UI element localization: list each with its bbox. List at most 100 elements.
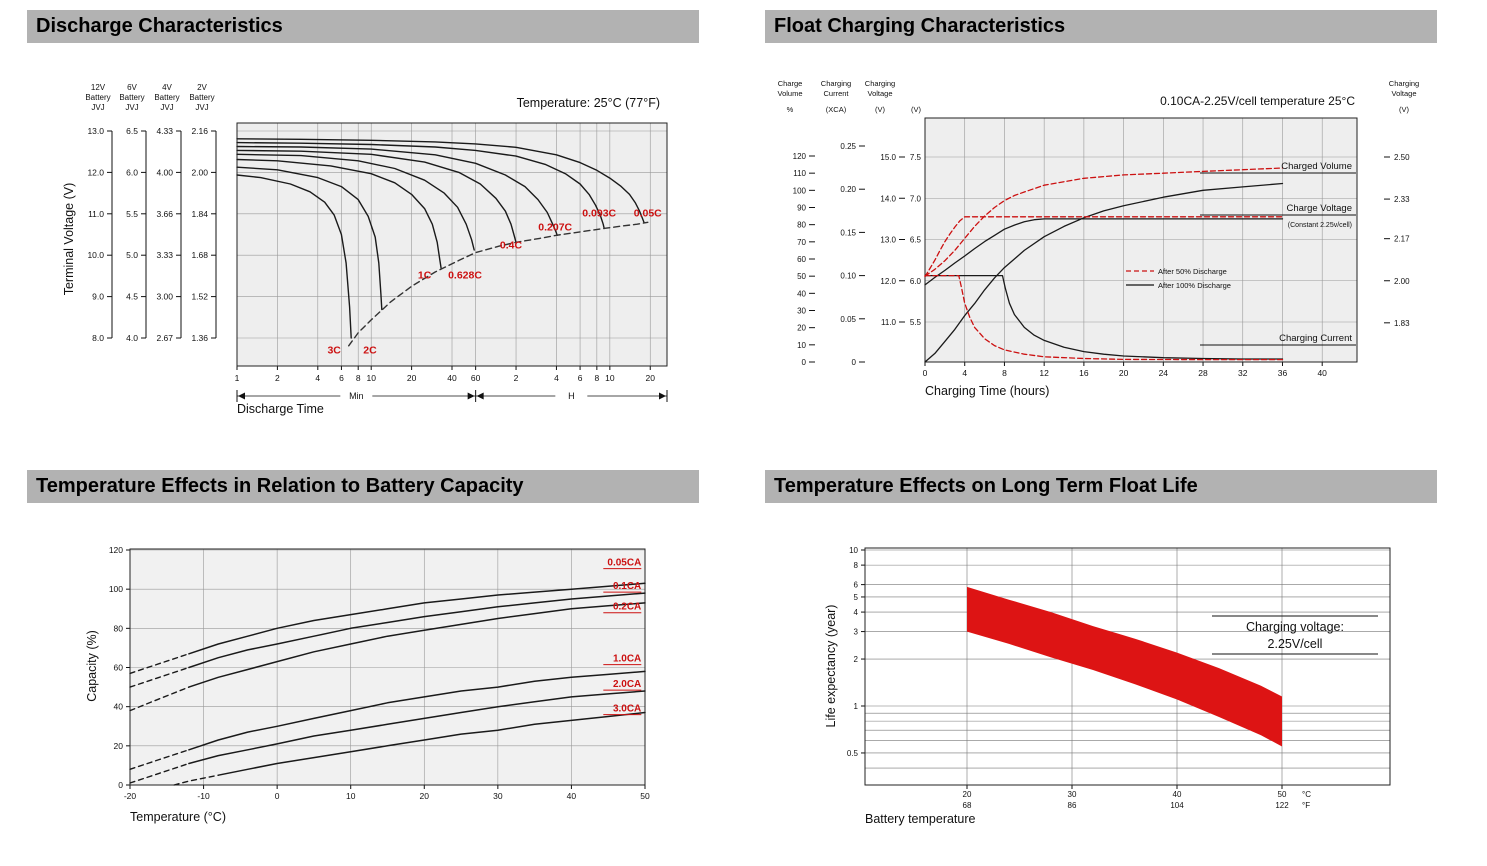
- x-tick-label: 10: [346, 791, 356, 801]
- x-tick-label-celsius: 30: [1068, 790, 1077, 799]
- curve-label-0.2CA: 0.2CA: [613, 602, 641, 613]
- axis-header: Current: [823, 89, 849, 98]
- series-3.0CA: [217, 711, 646, 776]
- right-axis-tick-label: 2.00: [1394, 277, 1410, 286]
- arrowhead-icon: [476, 392, 484, 400]
- voltage12-tick-label: 12.0: [880, 277, 896, 286]
- x-tick-label: 4: [962, 368, 967, 378]
- panel-title-float-charging-characteristics: Float Charging Characteristics: [765, 10, 1437, 43]
- curve-label: Charge Voltage: [1287, 203, 1353, 214]
- y-tick-label: 60: [114, 663, 124, 673]
- x-tick-label: 24: [1159, 368, 1169, 378]
- curve-label-3.0CA: 3.0CA: [613, 704, 641, 715]
- x-tick-label: 8: [356, 373, 361, 383]
- voltage12-tick-label: 11.0: [881, 318, 897, 327]
- series-0.2CA-dashed: [129, 686, 190, 712]
- volume-tick-label: 70: [797, 238, 806, 247]
- panel-title-temperature-effects-capacity: Temperature Effects in Relation to Batte…: [27, 470, 699, 503]
- charging-voltage-annotation-line2: 2.25V/cell: [1268, 637, 1323, 651]
- voltage-scale-header: 2V: [197, 83, 207, 92]
- curve-label-1C: 1C: [418, 269, 432, 281]
- x-tick-label: 40: [1317, 368, 1327, 378]
- series-0.05C: [236, 138, 645, 224]
- voltage-scale-header: 6V: [127, 83, 137, 92]
- voltage-scale-header: JVJ: [195, 103, 208, 112]
- x-tick-label-fahrenheit: 86: [1068, 801, 1077, 810]
- y-tick-label: 20: [114, 741, 124, 751]
- x-tick-label: 0: [275, 791, 280, 801]
- x-tick-label: 50: [640, 791, 650, 801]
- y-tick-label: 5: [854, 593, 859, 602]
- voltage-scale-tick-label: 8.0: [92, 333, 104, 343]
- span-label-bg: [340, 390, 373, 402]
- life-expectancy-band: [967, 586, 1282, 747]
- x-tick-label-fahrenheit: 122: [1275, 801, 1289, 810]
- float-plot-border: [924, 117, 1358, 363]
- voltage-scale-header: JVJ: [91, 103, 104, 112]
- series-1C: [236, 158, 442, 269]
- y-tick-label: 120: [109, 545, 123, 555]
- series-2.0CA-dashed: [129, 762, 190, 784]
- right-axis-tick-label: 2.50: [1394, 153, 1410, 162]
- axis-header: Charging: [821, 79, 851, 88]
- curve-label-0.05C: 0.05C: [634, 207, 662, 219]
- voltage-scale-tick-label: 9.0: [92, 292, 104, 302]
- x-tick-label: -20: [124, 791, 137, 801]
- series-charging-current-50: [924, 274, 1284, 361]
- time-unit-label: Min: [349, 391, 364, 401]
- discharge-x-axis-title: Discharge Time: [237, 402, 324, 416]
- voltage-scale-header: 4V: [162, 83, 172, 92]
- series-0.2CA: [188, 602, 646, 688]
- y-tick-label: 40: [114, 702, 124, 712]
- x-tick-label: 20: [1119, 368, 1129, 378]
- voltage-scale-tick-label: 5.5: [126, 209, 138, 219]
- current-tick-label: 0.15: [840, 228, 856, 237]
- x-tick-label: 16: [1079, 368, 1089, 378]
- x-tick-label: 6: [339, 373, 344, 383]
- voltage-scale-tick-label: 2.67: [156, 333, 173, 343]
- x-tick-label: 20: [420, 791, 430, 801]
- right-axis-tick-label: 1.83: [1394, 319, 1410, 328]
- discharge-temperature-annotation: Temperature: 25°C (77°F): [516, 96, 660, 110]
- voltage6-tick-label: 7.5: [910, 153, 922, 162]
- voltage-scale-tick-label: 1.84: [191, 209, 208, 219]
- voltage-scale-tick-label: 3.33: [156, 250, 173, 260]
- x-tick-label: 20: [646, 373, 656, 383]
- volume-tick-label: 0: [802, 358, 807, 367]
- x-tick-label: 8: [594, 373, 599, 383]
- voltage-scale-tick-label: 1.52: [191, 292, 208, 302]
- voltage6-tick-label: 7.0: [910, 194, 922, 203]
- capacity-plot-border: [129, 548, 646, 786]
- volume-tick-label: 90: [797, 203, 806, 212]
- series-cutoff-voltage: [348, 221, 649, 347]
- y-tick-label: 10: [849, 546, 858, 555]
- voltage-scale-tick-label: 2.00: [191, 167, 208, 177]
- charging-voltage-annotation-line1: Charging voltage:: [1246, 620, 1344, 634]
- float-charging-annotation: 0.10CA-2.25V/cell temperature 25°C: [1160, 94, 1355, 108]
- volume-tick-label: 30: [797, 306, 806, 315]
- voltage-scale-tick-label: 4.5: [126, 292, 138, 302]
- series-0.207C: [236, 145, 558, 236]
- voltage-scale-tick-label: 2.16: [191, 126, 208, 136]
- curve-sublabel: (Constant 2.25v/cell): [1288, 222, 1352, 229]
- curve-label: Charged Volume: [1281, 161, 1352, 172]
- life-x-axis-title: Battery temperature: [865, 812, 976, 826]
- series-0.05CA-dashed: [129, 653, 190, 675]
- life-y-axis-title: Life expectancy (year): [824, 604, 838, 728]
- x-tick-label-fahrenheit: 68: [963, 801, 972, 810]
- x-tick-label: 20: [407, 373, 417, 383]
- voltage-scale-tick-label: 5.0: [126, 250, 138, 260]
- axis-unit: (XCA): [826, 105, 847, 114]
- series-0.1CA: [188, 592, 646, 669]
- curve-label-2C: 2C: [363, 345, 377, 357]
- curve-label-0.207C: 0.207C: [538, 222, 572, 234]
- y-tick-label: 0.5: [847, 749, 859, 758]
- x-tick-label: 4: [315, 373, 320, 383]
- axis-unit: %: [787, 105, 794, 114]
- volume-tick-label: 60: [797, 255, 806, 264]
- y-tick-label: 3: [854, 628, 859, 637]
- x-tick-label-celsius: 50: [1278, 790, 1287, 799]
- x-tick-label: 0: [923, 368, 928, 378]
- x-tick-label: 40: [447, 373, 457, 383]
